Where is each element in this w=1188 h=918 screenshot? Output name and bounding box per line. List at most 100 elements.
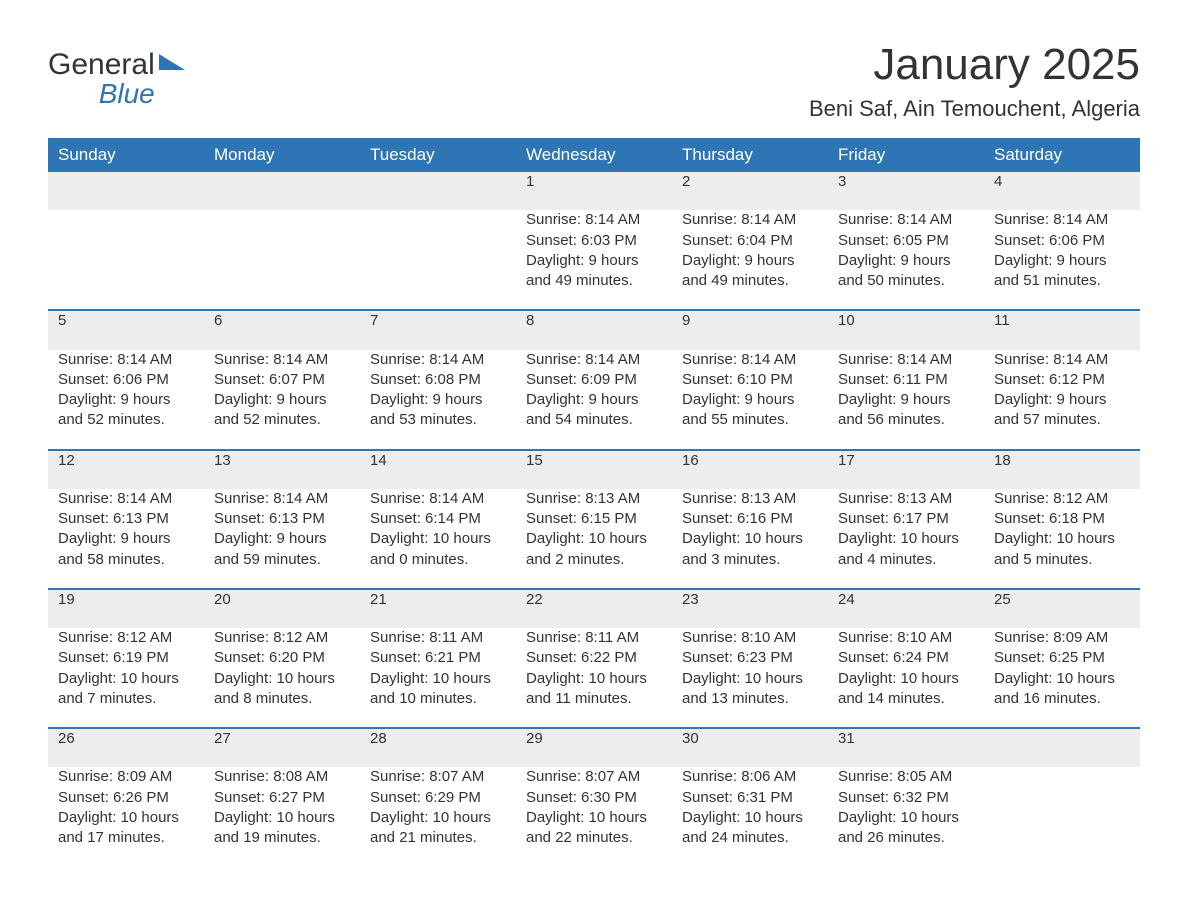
day-detail-cell: Sunrise: 8:10 AMSunset: 6:23 PMDaylight:… (672, 628, 828, 728)
sunrise-text: Sunrise: 8:14 AM (58, 489, 194, 509)
day-detail-cell: Sunrise: 8:05 AMSunset: 6:32 PMDaylight:… (828, 767, 984, 866)
sunset-text: Sunset: 6:03 PM (526, 231, 662, 251)
sunrise-text: Sunrise: 8:14 AM (994, 210, 1130, 230)
sunrise-text: Sunrise: 8:08 AM (214, 767, 350, 787)
day-number-cell: 12 (48, 450, 204, 489)
sunset-text: Sunset: 6:32 PM (838, 788, 974, 808)
sunrise-text: Sunrise: 8:14 AM (370, 350, 506, 370)
daylight-text: Daylight: 9 hours and 55 minutes. (682, 390, 818, 431)
sunset-text: Sunset: 6:20 PM (214, 648, 350, 668)
logo: General Blue (48, 40, 185, 110)
daylight-text: Daylight: 10 hours and 13 minutes. (682, 669, 818, 710)
sunset-text: Sunset: 6:05 PM (838, 231, 974, 251)
day-number-cell: 4 (984, 172, 1140, 210)
day-number-cell: 3 (828, 172, 984, 210)
sunset-text: Sunset: 6:29 PM (370, 788, 506, 808)
logo-triangle-icon (159, 54, 185, 70)
weekday-header: Friday (828, 138, 984, 172)
day-number-cell (360, 172, 516, 210)
day-number-cell: 23 (672, 589, 828, 628)
day-detail-cell: Sunrise: 8:14 AMSunset: 6:13 PMDaylight:… (204, 489, 360, 589)
day-detail-cell: Sunrise: 8:12 AMSunset: 6:19 PMDaylight:… (48, 628, 204, 728)
sunset-text: Sunset: 6:26 PM (58, 788, 194, 808)
daylight-text: Daylight: 9 hours and 49 minutes. (682, 251, 818, 292)
sunset-text: Sunset: 6:17 PM (838, 509, 974, 529)
day-number-cell: 13 (204, 450, 360, 489)
sunset-text: Sunset: 6:23 PM (682, 648, 818, 668)
day-detail-cell: Sunrise: 8:14 AMSunset: 6:03 PMDaylight:… (516, 210, 672, 310)
month-title: January 2025 (809, 40, 1140, 90)
day-detail-cell: Sunrise: 8:12 AMSunset: 6:20 PMDaylight:… (204, 628, 360, 728)
day-detail-cell (984, 767, 1140, 866)
location-label: Beni Saf, Ain Temouchent, Algeria (809, 96, 1140, 122)
sunrise-text: Sunrise: 8:14 AM (526, 350, 662, 370)
sunrise-text: Sunrise: 8:14 AM (838, 350, 974, 370)
day-detail-cell (204, 210, 360, 310)
sunset-text: Sunset: 6:30 PM (526, 788, 662, 808)
sunset-text: Sunset: 6:13 PM (214, 509, 350, 529)
sunrise-text: Sunrise: 8:14 AM (682, 210, 818, 230)
day-number-cell: 21 (360, 589, 516, 628)
day-detail-cell: Sunrise: 8:13 AMSunset: 6:16 PMDaylight:… (672, 489, 828, 589)
daylight-text: Daylight: 10 hours and 3 minutes. (682, 529, 818, 570)
day-number-cell: 31 (828, 728, 984, 767)
sunrise-text: Sunrise: 8:13 AM (682, 489, 818, 509)
sunrise-text: Sunrise: 8:13 AM (838, 489, 974, 509)
daylight-text: Daylight: 10 hours and 11 minutes. (526, 669, 662, 710)
daylight-text: Daylight: 9 hours and 59 minutes. (214, 529, 350, 570)
sunset-text: Sunset: 6:13 PM (58, 509, 194, 529)
sunset-text: Sunset: 6:06 PM (58, 370, 194, 390)
day-detail-cell: Sunrise: 8:14 AMSunset: 6:05 PMDaylight:… (828, 210, 984, 310)
day-number-cell: 19 (48, 589, 204, 628)
daylight-text: Daylight: 9 hours and 58 minutes. (58, 529, 194, 570)
sunset-text: Sunset: 6:14 PM (370, 509, 506, 529)
sunrise-text: Sunrise: 8:05 AM (838, 767, 974, 787)
logo-word2: Blue (48, 78, 155, 110)
daylight-text: Daylight: 9 hours and 54 minutes. (526, 390, 662, 431)
day-detail-cell: Sunrise: 8:09 AMSunset: 6:25 PMDaylight:… (984, 628, 1140, 728)
day-number-cell: 22 (516, 589, 672, 628)
page-header: General Blue January 2025 Beni Saf, Ain … (48, 40, 1140, 132)
sunrise-text: Sunrise: 8:14 AM (58, 350, 194, 370)
day-number-cell: 28 (360, 728, 516, 767)
day-number-cell: 29 (516, 728, 672, 767)
day-detail-cell: Sunrise: 8:14 AMSunset: 6:11 PMDaylight:… (828, 350, 984, 450)
day-number-cell: 20 (204, 589, 360, 628)
day-number-row: 19202122232425 (48, 589, 1140, 628)
logo-word1: General (48, 48, 155, 81)
sunset-text: Sunset: 6:06 PM (994, 231, 1130, 251)
day-detail-cell: Sunrise: 8:12 AMSunset: 6:18 PMDaylight:… (984, 489, 1140, 589)
day-detail-cell (48, 210, 204, 310)
daylight-text: Daylight: 10 hours and 24 minutes. (682, 808, 818, 849)
sunrise-text: Sunrise: 8:12 AM (994, 489, 1130, 509)
sunrise-text: Sunrise: 8:10 AM (682, 628, 818, 648)
day-number-cell: 18 (984, 450, 1140, 489)
weekday-header: Saturday (984, 138, 1140, 172)
day-number-cell (204, 172, 360, 210)
day-detail-cell: Sunrise: 8:07 AMSunset: 6:30 PMDaylight:… (516, 767, 672, 866)
sunset-text: Sunset: 6:19 PM (58, 648, 194, 668)
sunrise-text: Sunrise: 8:14 AM (370, 489, 506, 509)
day-detail-cell: Sunrise: 8:11 AMSunset: 6:21 PMDaylight:… (360, 628, 516, 728)
day-detail-cell: Sunrise: 8:11 AMSunset: 6:22 PMDaylight:… (516, 628, 672, 728)
sunset-text: Sunset: 6:16 PM (682, 509, 818, 529)
daylight-text: Daylight: 10 hours and 4 minutes. (838, 529, 974, 570)
day-detail-row: Sunrise: 8:09 AMSunset: 6:26 PMDaylight:… (48, 767, 1140, 866)
day-detail-cell: Sunrise: 8:14 AMSunset: 6:08 PMDaylight:… (360, 350, 516, 450)
day-number-cell: 9 (672, 310, 828, 349)
sunset-text: Sunset: 6:09 PM (526, 370, 662, 390)
logo-text-block: General Blue (48, 50, 155, 110)
sunset-text: Sunset: 6:08 PM (370, 370, 506, 390)
sunrise-text: Sunrise: 8:11 AM (526, 628, 662, 648)
day-detail-cell: Sunrise: 8:14 AMSunset: 6:09 PMDaylight:… (516, 350, 672, 450)
sunrise-text: Sunrise: 8:11 AM (370, 628, 506, 648)
sunset-text: Sunset: 6:31 PM (682, 788, 818, 808)
day-number-cell: 27 (204, 728, 360, 767)
day-number-row: 1234 (48, 172, 1140, 210)
daylight-text: Daylight: 10 hours and 5 minutes. (994, 529, 1130, 570)
day-detail-row: Sunrise: 8:14 AMSunset: 6:03 PMDaylight:… (48, 210, 1140, 310)
daylight-text: Daylight: 10 hours and 19 minutes. (214, 808, 350, 849)
sunset-text: Sunset: 6:07 PM (214, 370, 350, 390)
calendar-table: SundayMondayTuesdayWednesdayThursdayFrid… (48, 138, 1140, 866)
sunrise-text: Sunrise: 8:14 AM (526, 210, 662, 230)
